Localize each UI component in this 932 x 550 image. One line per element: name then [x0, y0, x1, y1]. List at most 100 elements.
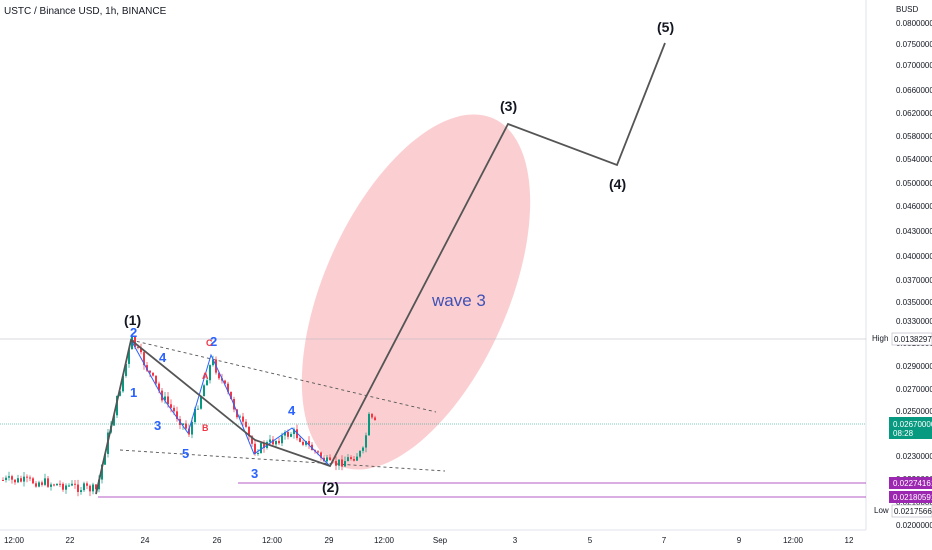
- x-tick-label: 3: [513, 536, 518, 545]
- candle-body: [209, 365, 211, 381]
- candle-body: [278, 440, 280, 444]
- high-tag: [891, 332, 932, 346]
- candle-body: [362, 447, 364, 451]
- candle-body: [26, 476, 28, 478]
- wave3-highlight-ellipse: [301, 114, 531, 470]
- low-tag: [891, 504, 932, 518]
- candle-body: [80, 490, 82, 492]
- candle-body: [302, 441, 304, 445]
- candle-body: [353, 458, 355, 461]
- sub-label-1: 2: [130, 325, 137, 340]
- x-tick-label: 7: [662, 536, 667, 545]
- candle-body: [128, 349, 130, 364]
- candle-body: [11, 476, 13, 480]
- candle-body: [71, 483, 73, 486]
- candle-body: [155, 375, 157, 384]
- candle-body: [293, 429, 295, 435]
- candle-body: [329, 457, 331, 461]
- candle-body: [218, 372, 220, 379]
- candle-body: [146, 365, 148, 371]
- candle-body: [269, 439, 271, 443]
- candle-body: [290, 434, 292, 437]
- low-value: 0.02175669: [894, 507, 932, 516]
- candle-body: [260, 443, 262, 454]
- candle-body: [59, 483, 61, 485]
- candle-body: [299, 438, 301, 442]
- candle-body: [242, 416, 244, 422]
- candle-body: [122, 375, 124, 392]
- sub-label-B: B: [202, 423, 209, 433]
- x-tick-label: 12:00: [262, 536, 283, 545]
- candle-body: [200, 396, 202, 409]
- candle-body: [347, 457, 349, 462]
- sub-label-C: C: [206, 338, 213, 348]
- candle-body: [170, 404, 172, 408]
- candle-body: [50, 484, 52, 487]
- current-price-tag: [889, 417, 932, 439]
- candle-body: [104, 453, 106, 465]
- countdown-value: 08:28: [893, 429, 914, 438]
- x-tick-label: 26: [213, 536, 222, 545]
- current-price-value: 0.02670000: [893, 420, 932, 429]
- wave-label-5: (5): [657, 19, 674, 35]
- x-tick-label: 5: [588, 536, 593, 545]
- candle-body: [113, 415, 115, 426]
- candle-body: [317, 451, 319, 453]
- x-tick-label: 22: [66, 536, 75, 545]
- candle-body: [230, 391, 232, 400]
- candle-body: [2, 480, 4, 481]
- candle-body: [134, 336, 136, 347]
- candle-body: [341, 459, 343, 467]
- x-axis[interactable]: 12:00 22 24 26 12:00 29 12:00 Sep 3 5 7 9 12:00 12: [4, 536, 854, 545]
- sub-label-A: A: [202, 371, 209, 381]
- x-tick-label: 12: [845, 536, 854, 545]
- candle-body: [254, 443, 256, 454]
- candle-body: [143, 352, 145, 366]
- sub-label-2: 1: [130, 385, 137, 400]
- chart-title: USTC / Binance USD, 1h, BINANCE: [4, 6, 167, 17]
- candle-body: [152, 372, 154, 376]
- channel-lower[interactable]: [119, 449, 446, 472]
- level-value-2: 0.02180591: [893, 493, 932, 502]
- x-tick-label: 12:00: [4, 536, 25, 545]
- candle-body: [83, 483, 85, 491]
- candle-body: [272, 439, 274, 445]
- wave-label-3: (3): [500, 98, 517, 114]
- candle-body: [53, 484, 55, 486]
- x-tick-label: 12:00: [783, 536, 804, 545]
- candle-body: [335, 461, 337, 466]
- candle-body: [62, 483, 64, 490]
- sub-label-7: 4: [288, 403, 296, 418]
- candle-body: [248, 426, 250, 437]
- candle-body: [20, 478, 22, 482]
- x-tick-label: 9: [737, 536, 742, 545]
- candle-body: [185, 423, 187, 429]
- elliott-wave-path[interactable]: [95, 42, 666, 495]
- candle-body: [158, 383, 160, 391]
- candle-body: [338, 459, 340, 466]
- candle-body: [23, 476, 25, 482]
- sub-label-8: 3: [251, 466, 258, 481]
- candle-body: [203, 385, 205, 397]
- candle-body: [173, 407, 175, 412]
- candle-body: [275, 440, 277, 445]
- candle-body: [287, 432, 289, 437]
- candle-body: [29, 477, 31, 479]
- channel-upper[interactable]: [130, 339, 437, 413]
- x-tick-label: 12:00: [374, 536, 395, 545]
- candle-body: [371, 413, 373, 418]
- candle-body: [5, 477, 7, 481]
- sub-wave-path: [130, 339, 331, 467]
